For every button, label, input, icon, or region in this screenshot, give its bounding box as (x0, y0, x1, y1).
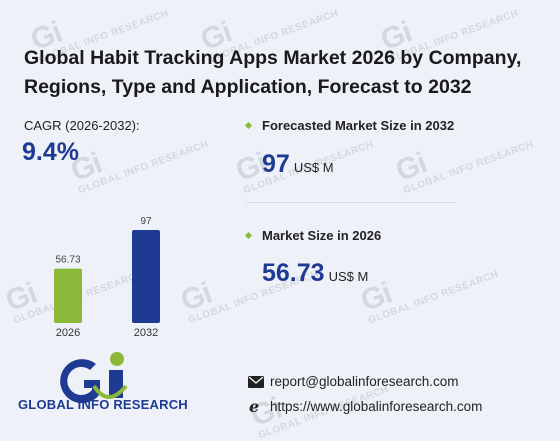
forecast-value: 97 (262, 150, 290, 178)
website-contact[interactable]: e https://www.globalinforesearch.com (248, 398, 482, 414)
bar-2032 (132, 230, 160, 323)
bar-2026 (54, 268, 82, 323)
email-text[interactable]: report@globalinforesearch.com (270, 374, 459, 389)
data-label-2026: 56.73 (55, 255, 80, 266)
website-text[interactable]: https://www.globalinforesearch.com (270, 398, 483, 414)
bar-chart: 56.73 2026 97 2032 (54, 216, 160, 339)
divider (246, 202, 456, 203)
cagr-value: 9.4% (22, 138, 79, 166)
market-value-row: 56.73 US$ M (262, 259, 368, 288)
data-label-2032: 97 (140, 216, 152, 227)
cagr-label: CAGR (2026-2032): (24, 118, 140, 133)
tick-label-2026: 2026 (56, 327, 80, 339)
svg-text:e: e (249, 398, 259, 414)
web-icon: e (249, 398, 259, 414)
email-icon (248, 375, 264, 388)
forecast-value-row: 97 US$ M (262, 150, 334, 179)
forecast-unit: US$ M (293, 160, 334, 175)
page-title: Global Habit Tracking Apps Market 2026 b… (24, 47, 522, 98)
tick-label-2032: 2032 (134, 327, 158, 339)
logo-text: GLOBAL INFO RESEARCH (18, 397, 188, 412)
market-unit: US$ M (328, 269, 369, 284)
email-contact[interactable]: report@globalinforesearch.com (248, 374, 459, 389)
logo-mark (60, 352, 128, 404)
market-label: Market Size in 2026 (262, 228, 382, 243)
forecast-label: Forecasted Market Size in 2032 (262, 118, 455, 133)
market-value: 56.73 (262, 259, 325, 287)
